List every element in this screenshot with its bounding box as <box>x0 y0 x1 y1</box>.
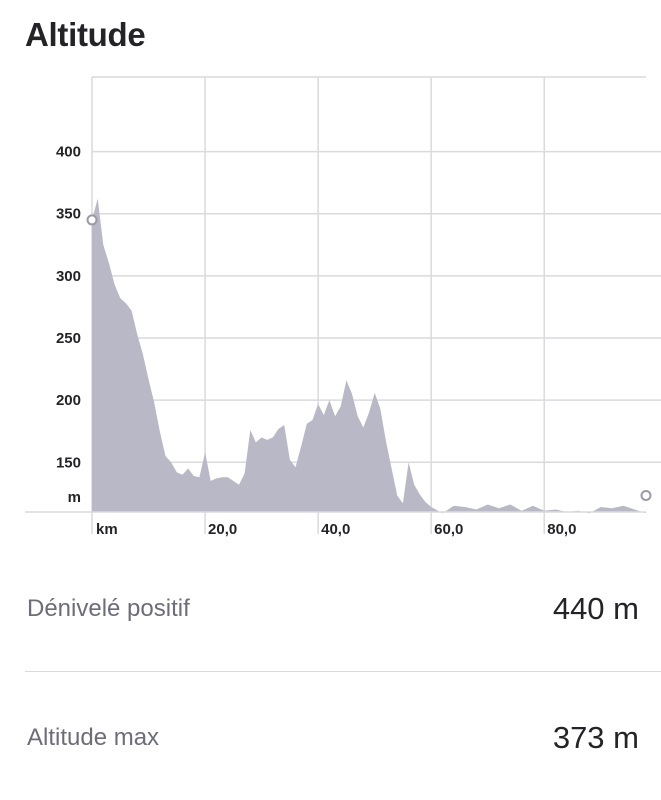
x-tick-label: 20,0 <box>208 521 237 538</box>
y-tick-label: 400 <box>56 144 81 161</box>
y-tick-label: 350 <box>56 206 81 223</box>
y-tick-label: 150 <box>56 454 81 471</box>
stat-label: Altitude max <box>27 724 160 751</box>
stat-label: Dénivelé positif <box>27 595 190 622</box>
y-axis-unit-label: m <box>68 489 81 506</box>
stat-value: 440 m <box>552 591 639 626</box>
stat-row-max-altitude: Altitude max 373 m <box>25 720 639 784</box>
end-point-marker <box>640 490 652 502</box>
x-tick-labels: 20,0 40,0 60,0 80,0 <box>208 521 576 538</box>
start-point-marker <box>86 214 98 226</box>
y-tick-label: 250 <box>56 330 81 347</box>
stat-value: 373 m <box>552 720 639 755</box>
page-title: Altitude <box>25 16 146 53</box>
x-axis-unit-label: km <box>96 521 118 538</box>
y-tick-label: 200 <box>56 392 81 409</box>
altitude-area <box>92 198 646 514</box>
x-tick-label: 40,0 <box>321 521 350 538</box>
y-tick-labels: 150 200 250 300 350 400 <box>56 144 81 472</box>
y-tick-label: 300 <box>56 268 81 285</box>
stats-divider <box>25 671 661 672</box>
altitude-chart: 150 200 250 300 350 400 20,0 40,0 60,0 80,0 m km <box>25 76 661 538</box>
x-tick-label: 80,0 <box>547 521 576 538</box>
x-tick-label: 60,0 <box>434 521 463 538</box>
stat-row-elevation-gain: Dénivelé positif 440 m <box>25 591 639 655</box>
